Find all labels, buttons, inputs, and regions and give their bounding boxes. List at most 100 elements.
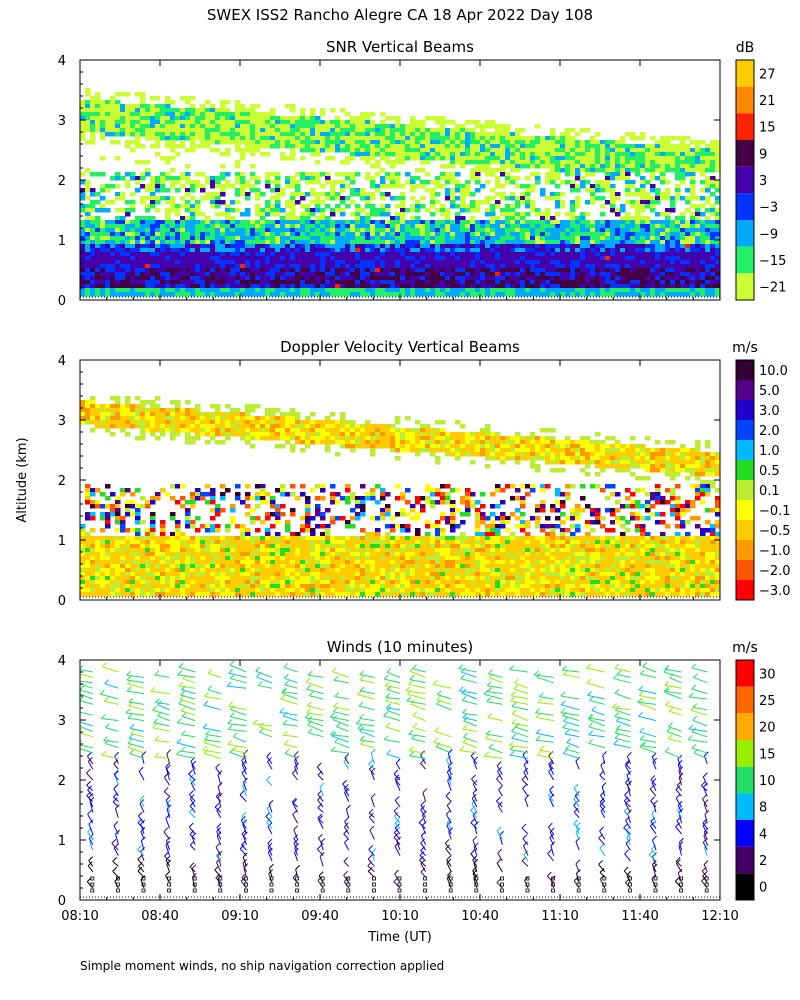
snr-cell [110, 96, 116, 101]
doppler-cell [115, 592, 121, 597]
snr-cell [355, 128, 361, 133]
snr-cell [135, 220, 141, 225]
snr-cell [470, 144, 476, 149]
doppler-cell [95, 488, 101, 493]
snr-cell [355, 144, 361, 149]
snr-cell [545, 228, 551, 233]
snr-cell [680, 140, 686, 145]
snr-cell [90, 200, 96, 205]
snr-cell [585, 160, 591, 165]
snr-cell [490, 152, 496, 157]
doppler-cell [125, 568, 131, 573]
snr-cell [190, 128, 196, 133]
snr-cell [440, 148, 446, 153]
snr-cell [540, 192, 546, 197]
snr-cell [695, 152, 701, 157]
snr-cell [190, 284, 196, 289]
snr-cell [180, 172, 186, 177]
snr-cell [275, 116, 281, 121]
snr-cell [645, 288, 651, 293]
doppler-cell [100, 584, 106, 589]
snr-cell [285, 284, 291, 289]
snr-cell [670, 252, 676, 257]
snr-cell [435, 232, 441, 237]
snr-cell [690, 256, 696, 261]
snr-cell [350, 272, 356, 277]
snr-cell [635, 212, 641, 217]
snr-cell [655, 240, 661, 245]
snr-cell [400, 236, 406, 241]
snr-cell [370, 260, 376, 265]
snr-cell [650, 292, 656, 297]
snr-cell [140, 176, 146, 181]
snr-cell [630, 228, 636, 233]
snr-cell [455, 204, 461, 209]
snr-cell [715, 268, 720, 273]
snr-cell [610, 160, 616, 165]
snr-cell [490, 232, 496, 237]
snr-cell [450, 160, 456, 165]
snr-cell [515, 212, 521, 217]
snr-cell [715, 232, 720, 237]
snr-cell [195, 260, 201, 265]
snr-cell [640, 136, 646, 141]
snr-cell [350, 244, 356, 249]
snr-cell [355, 292, 361, 297]
snr-cell [540, 240, 546, 245]
snr-cell [220, 236, 226, 241]
snr-cell [180, 216, 186, 221]
snr-cell [600, 228, 606, 233]
snr-cell [80, 136, 86, 141]
snr-cell [80, 288, 86, 293]
snr-cell [335, 276, 341, 281]
snr-cell [395, 128, 401, 133]
snr-cell [510, 132, 516, 137]
doppler-cell [105, 584, 111, 589]
doppler-cell [110, 492, 116, 497]
snr-cell [320, 172, 326, 177]
snr-cell [340, 120, 346, 125]
snr-cell [245, 276, 251, 281]
snr-cell [645, 156, 651, 161]
snr-cell [475, 132, 481, 137]
snr-cell [115, 176, 121, 181]
snr-cell [120, 208, 126, 213]
snr-cell [715, 244, 720, 249]
snr-cell [675, 264, 681, 269]
snr-cell [420, 232, 426, 237]
snr-cell [555, 164, 561, 169]
doppler-cell [85, 592, 91, 597]
snr-cell [420, 288, 426, 293]
snr-cell [145, 256, 151, 261]
snr-cell [205, 244, 211, 249]
snr-cell [695, 264, 701, 269]
snr-cell [545, 212, 551, 217]
snr-cell [125, 124, 131, 129]
snr-cell [660, 276, 666, 281]
snr-cell [685, 232, 691, 237]
snr-cell [545, 180, 551, 185]
snr-cell [600, 224, 606, 229]
snr-cell [680, 144, 686, 149]
snr-cell [430, 288, 436, 293]
doppler-cell [100, 528, 106, 533]
snr-cell [565, 140, 571, 145]
snr-cell [245, 256, 251, 261]
snr-cell [545, 272, 551, 277]
doppler-cell [110, 508, 116, 513]
snr-cell [270, 284, 276, 289]
snr-cell [630, 216, 636, 221]
snr-cell [325, 120, 331, 125]
snr-cell [590, 228, 596, 233]
snr-cell [670, 204, 676, 209]
snr-cell [555, 192, 561, 197]
snr-cell [325, 224, 331, 229]
snr-cell [395, 268, 401, 273]
doppler-cell [105, 552, 111, 557]
snr-cell [390, 240, 396, 245]
snr-cell [520, 148, 526, 153]
snr-cell [655, 292, 661, 297]
snr-cell [355, 264, 361, 269]
doppler-cell [80, 404, 86, 409]
snr-cell [475, 204, 481, 209]
